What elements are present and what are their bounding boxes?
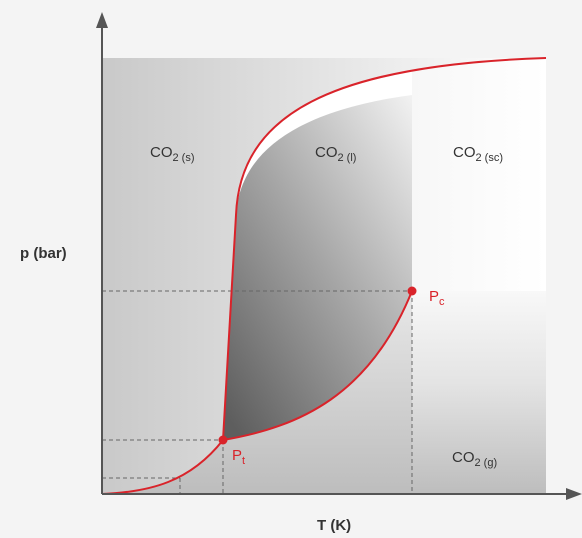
x-axis-arrow xyxy=(566,488,582,500)
x-axis-label: T (K) xyxy=(317,517,351,534)
phase-curves xyxy=(101,57,547,495)
vaporization-curve xyxy=(222,290,413,441)
sublimation-curve xyxy=(101,439,224,495)
melting-curve xyxy=(222,57,547,441)
guide-lines xyxy=(102,290,413,494)
region-label-gas: CO2 (g) xyxy=(452,449,497,469)
triple-point-label: Pt xyxy=(232,447,245,467)
y-axis-arrow xyxy=(96,12,108,28)
region-label-liquid: CO2 (l) xyxy=(315,144,356,164)
triple-point xyxy=(218,435,228,445)
solid-region xyxy=(102,58,546,494)
gas-right-region xyxy=(412,291,546,494)
critical-point xyxy=(407,286,417,296)
critical-point-label: Pc xyxy=(429,288,445,308)
region-label-solid: CO2 (s) xyxy=(150,144,195,164)
gas-region xyxy=(102,291,412,494)
supercritical-region xyxy=(412,58,546,291)
y-axis-label: p (bar) xyxy=(20,245,67,262)
axes xyxy=(101,24,570,495)
liquid-region xyxy=(223,95,412,440)
region-label-supercritical: CO2 (sc) xyxy=(453,144,503,164)
